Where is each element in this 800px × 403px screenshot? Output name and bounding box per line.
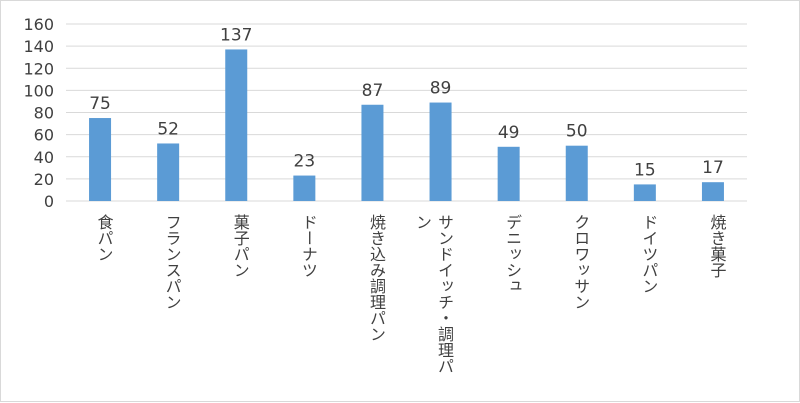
x-category-label-text: 焼き込み調理パン: [367, 214, 386, 342]
bar-4: [293, 175, 316, 201]
x-category-label-text: 食パン: [95, 214, 114, 262]
bar-7: [497, 146, 520, 201]
bar-6: [429, 102, 452, 201]
y-tick-label: 140: [23, 37, 54, 56]
category-label-9: ドイツパン: [639, 214, 658, 294]
category-label-4: ドーナツ: [299, 214, 318, 278]
y-tick-label: 80: [34, 104, 54, 123]
x-category-label-text: ン: [413, 214, 432, 230]
bar-2: [157, 143, 180, 201]
data-label: 137: [220, 25, 252, 45]
x-category-label-text: フランスパン: [163, 214, 182, 310]
y-tick-label: 40: [34, 148, 54, 167]
category-label-1: 食パン: [95, 214, 114, 262]
category-label-10: 焼き菓子: [707, 214, 726, 278]
data-label: 15: [634, 160, 656, 180]
x-category-label-text: 菓子パン: [231, 214, 250, 278]
data-label: 23: [294, 152, 316, 172]
x-category-label-text: ドイツパン: [639, 214, 658, 294]
x-category-label-text: サンドイッチ・調理パ: [435, 214, 454, 374]
y-tick-label: 160: [23, 15, 54, 34]
category-label-7: デニッシュ: [503, 214, 522, 294]
x-category-label-text: 焼き菓子: [707, 214, 726, 278]
y-tick-label: 0: [44, 192, 54, 211]
data-label: 50: [566, 122, 588, 142]
bar-9: [633, 184, 656, 201]
category-label-5: 焼き込み調理パン: [367, 214, 386, 342]
bar-8: [565, 145, 588, 201]
data-label: 17: [702, 158, 724, 178]
bar-3: [225, 49, 248, 201]
y-tick-label: 120: [23, 59, 54, 78]
bar-5: [361, 104, 384, 201]
bar-1: [89, 118, 112, 201]
data-label: 52: [157, 119, 179, 139]
category-label-2: フランスパン: [163, 214, 182, 310]
data-label: 49: [498, 123, 520, 143]
x-category-label-text: クロワッサン: [571, 214, 590, 310]
category-label-3: 菓子パン: [231, 214, 250, 278]
data-label: 75: [89, 94, 111, 114]
bar-10: [701, 182, 724, 201]
category-label-8: クロワッサン: [571, 214, 590, 310]
y-tick-label: 20: [34, 170, 54, 189]
y-tick-label: 100: [23, 81, 54, 100]
x-category-label-text: ドーナツ: [299, 214, 318, 278]
y-tick-label: 60: [34, 126, 54, 145]
x-category-label-text: デニッシュ: [503, 214, 522, 294]
data-label: 89: [430, 79, 452, 99]
data-label: 87: [362, 81, 384, 101]
category-label-6: サンドイッチ・調理パン: [413, 214, 454, 374]
